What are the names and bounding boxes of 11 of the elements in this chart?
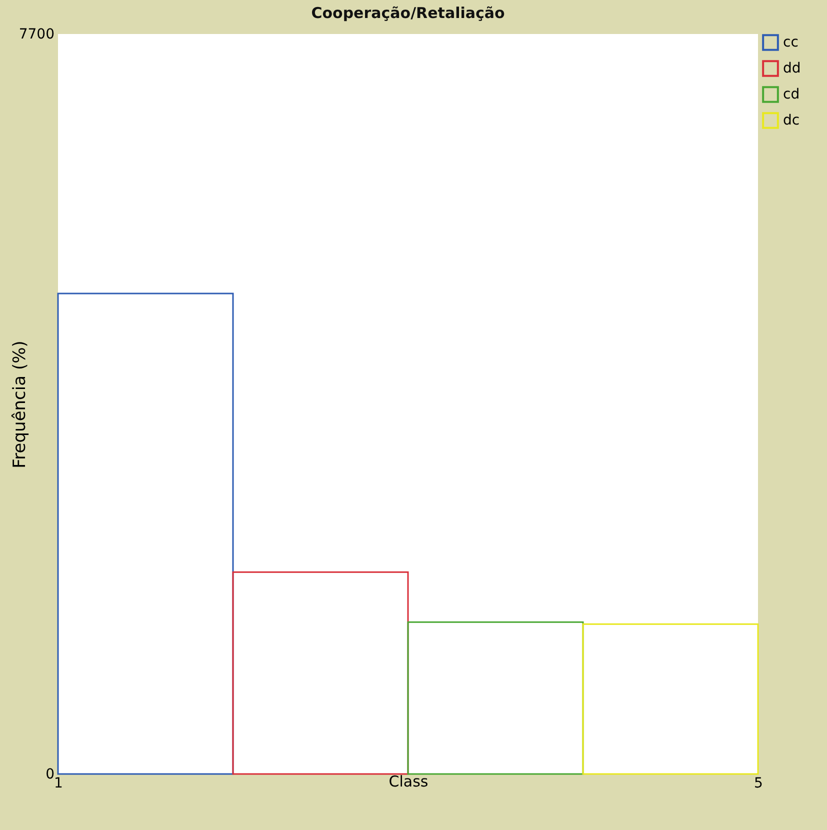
legend-label: cd: [783, 86, 800, 102]
x-tick-label: 5: [754, 776, 763, 792]
y-tick-label: 0: [46, 766, 54, 782]
legend-label: cc: [783, 34, 798, 50]
legend-label: dc: [783, 112, 800, 128]
y-axis-title: Frequência (%): [10, 340, 30, 468]
y-tick-label: 7700: [18, 26, 54, 42]
chart-title: Cooperação/Retaliação: [311, 4, 505, 22]
x-axis-title: Class: [388, 772, 428, 790]
legend-label: dd: [783, 60, 801, 76]
x-tick-label: 1: [54, 776, 63, 792]
